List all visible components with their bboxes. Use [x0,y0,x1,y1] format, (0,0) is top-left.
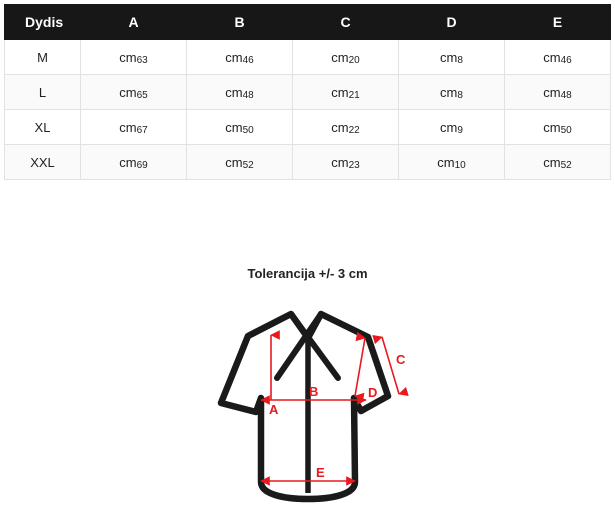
svg-text:C: C [396,352,406,367]
svg-text:D: D [368,385,377,400]
svg-text:E: E [316,465,325,480]
svg-text:B: B [309,384,318,399]
svg-text:A: A [269,402,279,417]
